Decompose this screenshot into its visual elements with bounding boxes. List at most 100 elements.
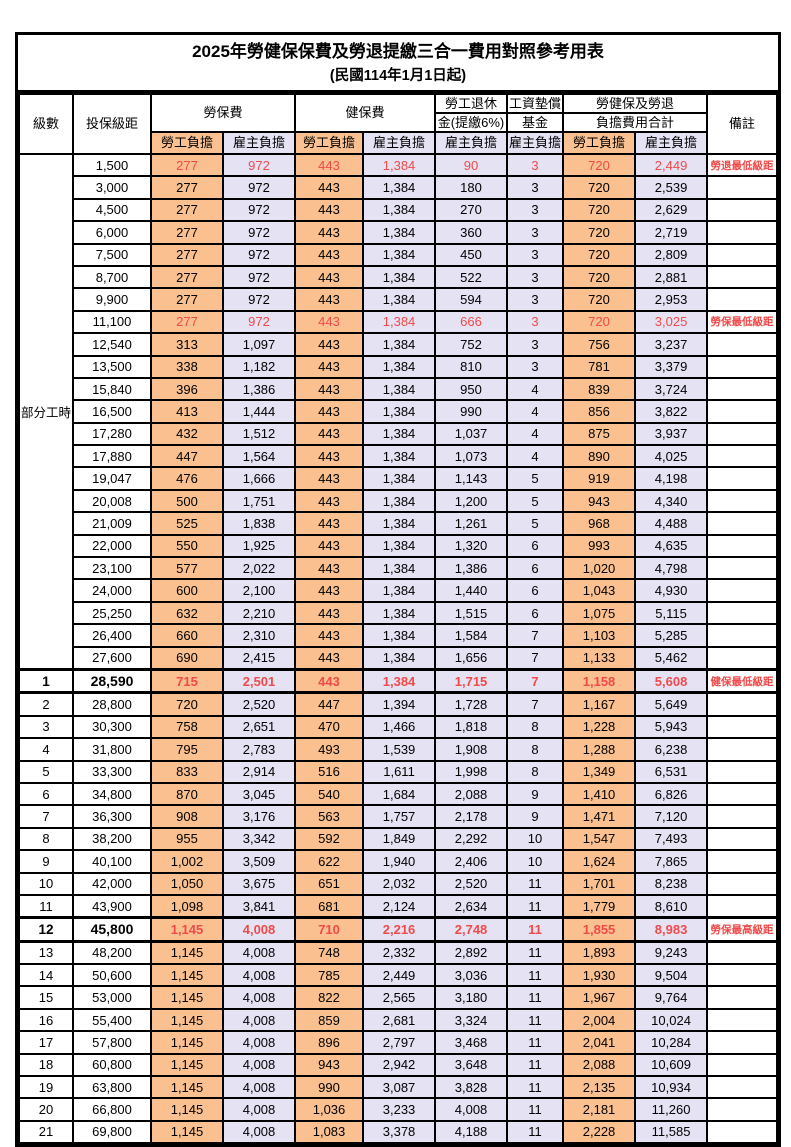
col-header-pension-line2: 金(提繳6%): [434, 112, 509, 133]
cell-value: 313: [150, 332, 224, 357]
cell-value: 1,539: [362, 737, 437, 762]
cell-value: 1,584: [434, 623, 509, 648]
cell-bracket: 3,000: [72, 175, 152, 200]
table-row: 19,047 476 1,666 443 1,384 1,143 5 919 4,198: [19, 466, 778, 491]
cell-value: 2,520: [434, 871, 509, 896]
cell-value: 785: [294, 963, 365, 988]
col-header-bracket: 投保級距: [72, 93, 152, 155]
cell-remark: [706, 488, 778, 514]
cell-value: 443: [294, 242, 365, 267]
cell-remark: [706, 600, 778, 626]
cell-value: 3,045: [221, 781, 297, 807]
cell-value: 3: [506, 264, 565, 290]
table-row: 17 57,800 1,145 4,008 896 2,797 3,468 11 2,041 10…: [18, 1030, 778, 1055]
table-row: 16,500 413 1,444 443 1,384 990 4 856 3,822: [19, 399, 778, 424]
cell-value: 4,008: [221, 963, 297, 988]
cell-remark: [706, 466, 778, 491]
cell-value: 4,008: [221, 1007, 297, 1033]
cell-value: 2,088: [562, 1052, 637, 1078]
cell-value: 413: [150, 399, 224, 424]
cell-value: 2,088: [434, 781, 509, 807]
cell-value: 4,008: [221, 1052, 297, 1078]
cell-value: 1,182: [221, 354, 297, 379]
cell-value: 3: [506, 354, 565, 379]
cell-bracket: 36,300: [72, 804, 152, 829]
cell-value: 4,008: [221, 916, 297, 943]
cell-remark: [706, 578, 778, 603]
cell-value: 443: [294, 533, 365, 559]
cell-value: 1,384: [362, 376, 437, 402]
cell-value: 1,893: [562, 940, 637, 966]
cell-value: 443: [294, 667, 365, 695]
cell-value: 10: [506, 849, 565, 874]
table-body: 部分工時 1,500 277 972 443 1,384 90 3 720 2,449 勞退最低級距…: [18, 152, 778, 1145]
cell-value: 443: [294, 578, 365, 603]
cell-value: 622: [294, 849, 365, 874]
cell-value: 1,384: [362, 242, 437, 267]
cell-value: 1,384: [362, 600, 437, 626]
cell-value: 5: [506, 466, 565, 491]
cell-value: 2,892: [434, 940, 509, 966]
cell-value: 11,260: [634, 1097, 709, 1122]
cell-value: 1,386: [221, 376, 297, 402]
cell-value: 594: [434, 287, 509, 312]
cell-value: 1,384: [362, 556, 437, 581]
table-row: 6,000 277 972 443 1,384 360 3 720 2,719: [19, 220, 778, 245]
cell-value: 710: [294, 916, 365, 943]
cell-value: 1,384: [362, 354, 437, 379]
cell-value: 2,228: [562, 1119, 637, 1145]
cell-value: 955: [150, 826, 224, 852]
cell-value: 3: [506, 242, 565, 267]
cell-value: 277: [150, 152, 224, 178]
cell-value: 540: [294, 781, 365, 807]
cell-value: 4,008: [221, 1030, 297, 1055]
cell-value: 3,036: [434, 963, 509, 988]
cell-value: 3: [506, 287, 565, 312]
cell-bracket: 22,000: [72, 533, 152, 559]
cell-value: 748: [294, 940, 365, 966]
table-row: 8 38,200 955 3,342 592 1,849 2,292 10 1,547 7,493: [18, 826, 778, 852]
cell-remark: [706, 963, 778, 988]
table-row: 21 69,800 1,145 4,008 1,083 3,378 4,188 11 2,228…: [18, 1119, 778, 1145]
col-header-remark: 備註: [706, 93, 778, 155]
cell-bracket: 57,800: [72, 1030, 152, 1055]
cell-value: 968: [562, 511, 637, 536]
cell-value: 1,656: [434, 645, 509, 671]
cell-value: 859: [294, 1007, 365, 1033]
table-row: 13 48,200 1,145 4,008 748 2,332 2,892 11 1,893 9,…: [18, 940, 778, 966]
cell-value: 3,675: [221, 871, 297, 896]
cell-value: 8,238: [634, 871, 709, 896]
cell-remark: [706, 1074, 778, 1100]
cell-value: 1,512: [221, 421, 297, 447]
table-row: 18 60,800 1,145 4,008 943 2,942 3,648 11 2,088 10…: [18, 1052, 778, 1078]
cell-value: 2,041: [562, 1030, 637, 1055]
cell-level: 20: [18, 1097, 74, 1122]
cell-value: 443: [294, 466, 365, 491]
cell-remark: [706, 287, 778, 312]
cell-value: 470: [294, 714, 365, 740]
cell-value: 447: [294, 691, 365, 717]
title-block: 2025年勞健保保費及勞退提繳三合一費用對照參考用表 (民國114年1月1日起): [18, 35, 778, 93]
cell-bracket: 40,100: [72, 849, 152, 874]
subheader-health-employee: 勞工負擔: [294, 131, 365, 155]
cell-bracket: 60,800: [72, 1052, 152, 1078]
cell-value: 3,841: [221, 893, 297, 919]
cell-value: 11: [506, 1030, 565, 1055]
cell-value: 3,025: [634, 309, 709, 335]
cell-remark: [706, 623, 778, 648]
cell-value: 1,701: [562, 871, 637, 896]
cell-value: 1,925: [221, 533, 297, 559]
cell-bracket: 11,100: [72, 309, 152, 335]
cell-remark: [706, 444, 778, 469]
cell-value: 758: [150, 714, 224, 740]
cell-value: 3,822: [634, 399, 709, 424]
cell-value: 1,103: [562, 623, 637, 648]
cell-value: 11: [506, 1007, 565, 1033]
cell-remark: [706, 264, 778, 290]
cell-value: 1,320: [434, 533, 509, 559]
table-row: 3,000 277 972 443 1,384 180 3 720 2,539: [19, 175, 778, 200]
cell-value: 1,384: [362, 399, 437, 424]
cell-value: 270: [434, 197, 509, 223]
cell-value: 443: [294, 152, 365, 178]
cell-value: 4,008: [434, 1097, 509, 1122]
